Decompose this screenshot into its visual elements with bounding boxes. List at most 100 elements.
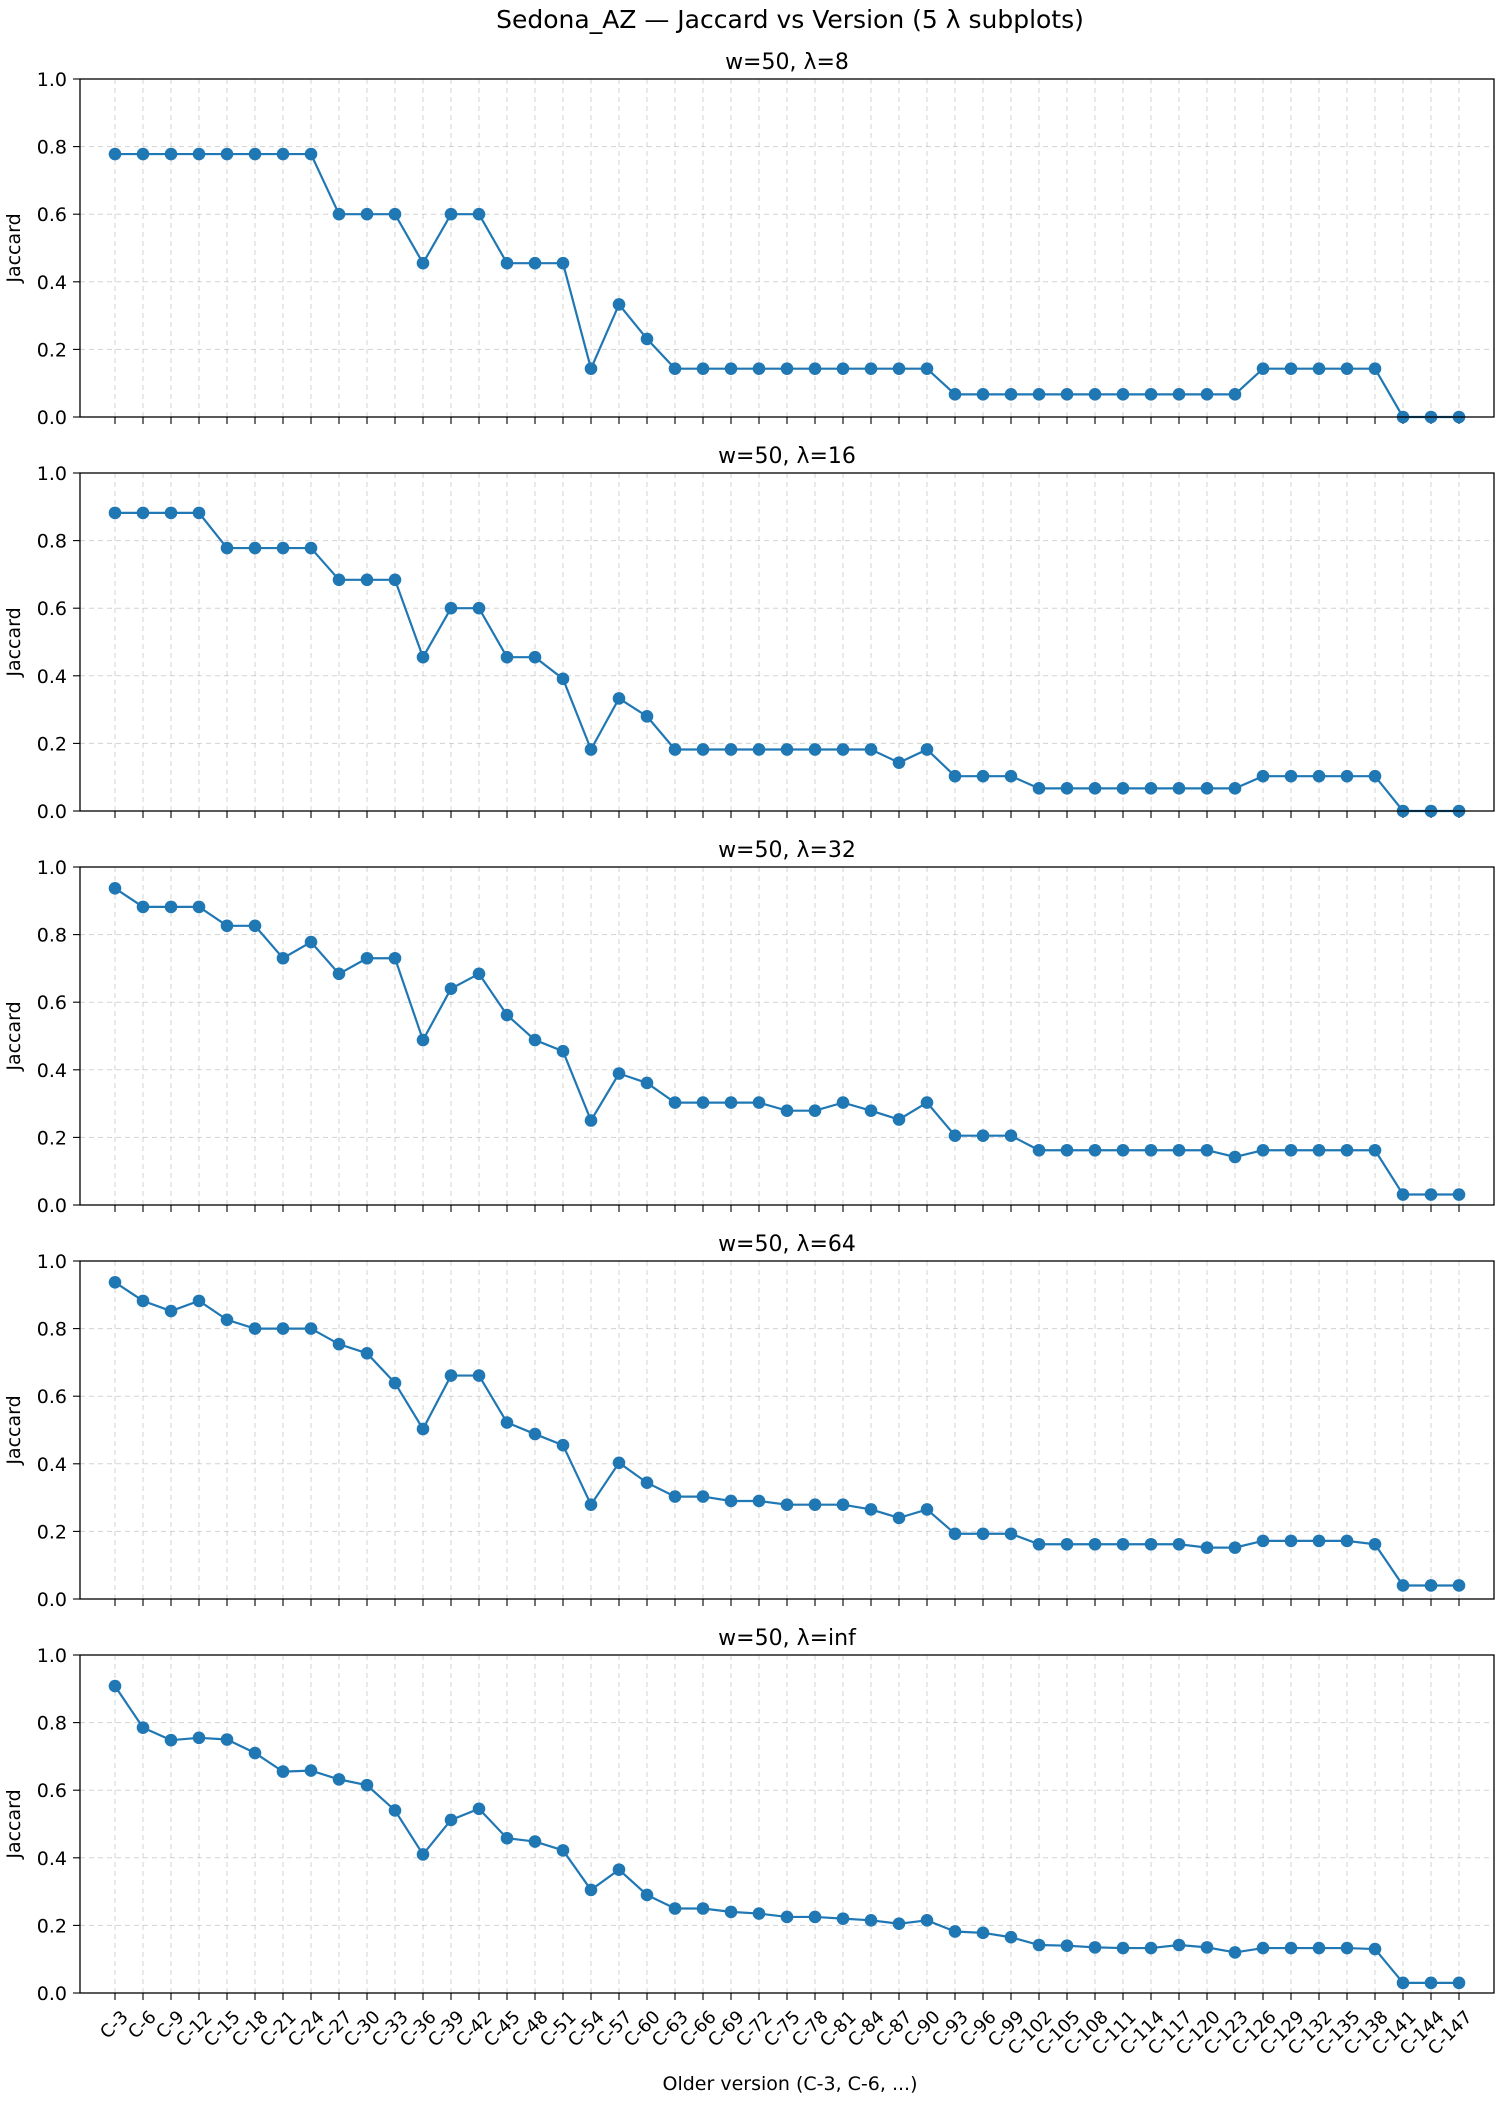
data-point	[1424, 1976, 1438, 1990]
data-point	[1284, 362, 1298, 375]
subplot-3: 0.0 0.2 0.4 0.6 0.8 1.0 w=50, λ=32 Jaccard	[3, 838, 1495, 1217]
subplot-title: w=50, λ=inf	[718, 1626, 857, 1651]
data-point	[248, 919, 262, 933]
data-point	[556, 672, 570, 686]
data-point	[1368, 1942, 1382, 1956]
subplot-4: 0.0 0.2 0.4 0.6 0.8 1.0 w=50, λ=64 Jaccard	[3, 1232, 1495, 1611]
data-point	[1088, 1143, 1102, 1157]
data-point	[1144, 388, 1158, 401]
y-tick-label: 0.8	[37, 1319, 67, 1341]
y-tick-label: 0.6	[37, 992, 67, 1014]
data-point	[640, 1476, 654, 1490]
data-point	[304, 147, 318, 161]
data-point	[976, 1129, 990, 1143]
data-point	[416, 256, 430, 270]
plot-frame	[79, 1260, 1495, 1600]
data-point	[220, 1733, 234, 1746]
data-point	[1340, 1534, 1354, 1548]
data-point	[752, 1494, 766, 1508]
data-point	[248, 1322, 262, 1335]
data-point	[1004, 769, 1018, 783]
data-point	[1172, 782, 1186, 795]
data-point	[1200, 1541, 1214, 1554]
data-point	[500, 1831, 514, 1845]
data-point	[1256, 1941, 1270, 1955]
data-point	[1256, 769, 1270, 783]
data-point	[528, 256, 542, 270]
data-point	[696, 1902, 710, 1915]
plot-frame	[79, 1654, 1495, 1994]
data-point	[1424, 1188, 1438, 1201]
data-point	[164, 900, 178, 914]
data-point	[304, 1322, 318, 1335]
data-point	[472, 1369, 486, 1382]
data-point	[444, 1813, 458, 1827]
data-point	[136, 1721, 150, 1734]
data-point	[332, 967, 346, 981]
data-point	[528, 650, 542, 664]
data-point	[1004, 1930, 1018, 1944]
data-point	[724, 1905, 738, 1919]
data-point	[780, 1498, 794, 1511]
data-point	[108, 147, 122, 161]
data-point	[1032, 1537, 1046, 1551]
data-point	[444, 1369, 458, 1382]
data-point	[1256, 362, 1270, 375]
plot-frame	[79, 866, 1495, 1206]
data-point	[668, 362, 682, 375]
data-point	[1116, 1143, 1130, 1157]
data-point	[976, 1527, 990, 1541]
data-point	[416, 1033, 430, 1047]
data-point	[1452, 1188, 1466, 1201]
data-point	[332, 1773, 346, 1786]
data-point	[1368, 1537, 1382, 1551]
data-point	[164, 1304, 178, 1318]
data-point	[444, 982, 458, 995]
data-point	[500, 650, 514, 664]
y-tick-label: 0.2	[37, 1915, 67, 1937]
data-point	[472, 601, 486, 615]
data-point	[1340, 362, 1354, 375]
data-point	[192, 900, 206, 914]
data-point	[892, 1917, 906, 1931]
y-axis-label: Jaccard	[3, 1395, 25, 1465]
data-point	[1060, 1537, 1074, 1551]
figure-title: Sedona_AZ — Jaccard vs Version (5 λ subp…	[496, 5, 1084, 34]
data-point	[1284, 769, 1298, 783]
data-point	[948, 1129, 962, 1143]
data-point	[360, 573, 374, 587]
data-point	[1228, 1541, 1242, 1554]
data-point	[1088, 1537, 1102, 1551]
data-point	[1312, 362, 1326, 375]
data-point	[584, 1498, 598, 1511]
data-point	[220, 1313, 234, 1327]
data-point	[248, 147, 262, 161]
y-axis-label: Jaccard	[3, 607, 25, 677]
y-axis-label: Jaccard	[3, 213, 25, 283]
data-point	[1340, 1941, 1354, 1955]
data-point	[388, 1376, 402, 1390]
data-point	[248, 1746, 262, 1760]
data-point	[1116, 1941, 1130, 1955]
data-point	[304, 1764, 318, 1777]
data-point	[1116, 1537, 1130, 1551]
y-axis-label: Jaccard	[3, 1789, 25, 1859]
data-point	[724, 1494, 738, 1508]
data-point	[724, 362, 738, 375]
data-point	[892, 1511, 906, 1525]
y-tick-label: 0.6	[37, 1780, 67, 1802]
plot-frame	[79, 472, 1495, 812]
data-point	[556, 1844, 570, 1857]
data-point	[108, 1275, 122, 1289]
data-point	[920, 362, 934, 375]
data-point	[332, 573, 346, 587]
y-tick-label: 1.0	[37, 69, 67, 91]
data-point	[584, 743, 598, 756]
data-point	[192, 1731, 206, 1745]
data-point	[1172, 1537, 1186, 1551]
data-point	[1004, 1527, 1018, 1541]
data-point	[836, 1912, 850, 1925]
data-point	[640, 710, 654, 723]
